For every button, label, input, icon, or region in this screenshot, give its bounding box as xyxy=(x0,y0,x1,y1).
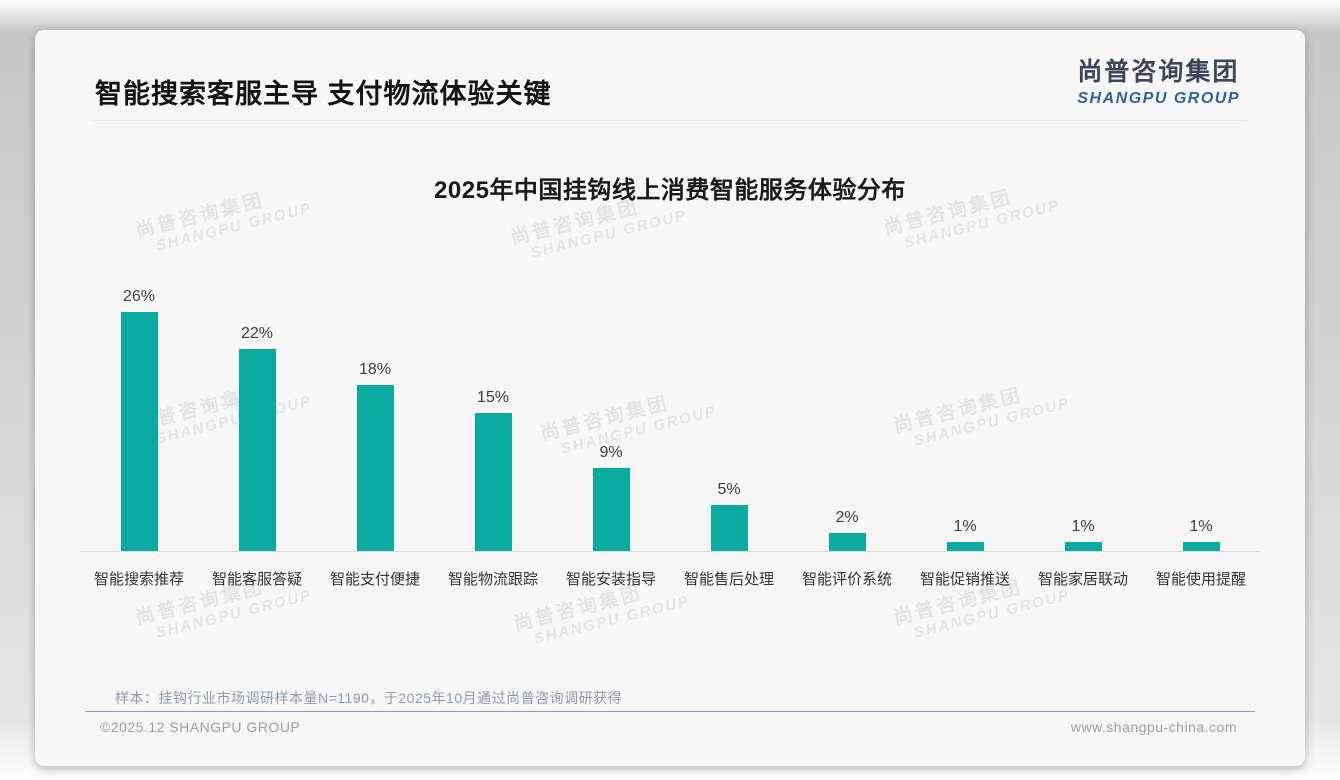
logo-cn-text: 尚普咨询集团 xyxy=(1077,58,1240,86)
watermark-en: SHANGPU GROUP xyxy=(154,199,314,255)
bar-column: 5% xyxy=(670,481,788,551)
category-label: 智能客服答疑 xyxy=(211,571,302,588)
watermark-en: SHANGPU GROUP xyxy=(532,592,692,648)
bar-column: 26% xyxy=(80,288,198,551)
slide-card: 尚普咨询集团 SHANGPU GROUP 尚普咨询集团 SHANGPU GROUP … xyxy=(35,30,1305,766)
bar-value-label: 5% xyxy=(717,481,741,498)
category-label: 智能搜索推荐 xyxy=(93,571,184,588)
bar-value-label: 1% xyxy=(1189,517,1213,535)
category-row: 智能搜索推荐 智能客服答疑 智能支付便捷 智能物流跟踪 智能安装指导 智能售后处理 智能评价… xyxy=(80,552,1260,589)
footer: ©2025.12 SHANGPU GROUP www.shangpu-china… xyxy=(100,719,1237,735)
bar-value-label: 9% xyxy=(599,444,623,462)
bar xyxy=(828,532,866,551)
bar xyxy=(946,541,984,551)
bar xyxy=(710,505,748,551)
sample-footnote: 样本：挂钩行业市场调研样本量N=1190，于2025年10月通过尚普咨询调研获得 xyxy=(115,690,623,706)
bar-column: 9% xyxy=(552,444,670,551)
bar-column: 2% xyxy=(788,509,906,551)
bar-value-label: 1% xyxy=(1071,517,1095,535)
watermark-en: SHANGPU GROUP xyxy=(529,206,689,262)
bar xyxy=(1064,541,1102,551)
bar-value-label: 18% xyxy=(358,361,392,379)
bar-column: 18% xyxy=(316,361,434,551)
bar xyxy=(238,348,276,551)
bar xyxy=(592,468,630,551)
bar-value-label: 26% xyxy=(122,287,156,305)
bar-chart: 26% 22% 18% 15% 9% 5% 2% 1% 1% 1% 智能搜索推荐 智能客服答疑 智能支… xyxy=(80,255,1260,589)
page-title: 智能搜索客服主导 支付物流体验关键 xyxy=(95,79,552,109)
category-label: 智能物流跟踪 xyxy=(447,571,538,588)
bar-column: 1% xyxy=(1024,518,1142,551)
bar xyxy=(1182,541,1220,551)
bar xyxy=(120,311,158,551)
bar-column: 22% xyxy=(198,325,316,551)
website-text: www.shangpu-china.com xyxy=(1070,719,1237,735)
category-label: 智能家居联动 xyxy=(1037,571,1128,588)
header-divider xyxy=(93,120,1247,121)
category-label: 智能售后处理 xyxy=(683,571,774,588)
watermark-en: SHANGPU GROUP xyxy=(154,586,314,642)
company-logo: 尚普咨询集团 SHANGPU GROUP xyxy=(1077,52,1240,108)
category-label: 智能促销推送 xyxy=(919,571,1010,588)
watermark-en: SHANGPU GROUP xyxy=(912,586,1072,642)
category-label: 智能支付便捷 xyxy=(329,571,420,588)
plot-area: 26% 22% 18% 15% 9% 5% 2% 1% 1% 1% xyxy=(80,255,1260,552)
bar-column: 15% xyxy=(434,389,552,551)
bar-column: 1% xyxy=(906,518,1024,551)
bar-column: 1% xyxy=(1142,518,1260,551)
bar-value-label: 22% xyxy=(240,324,274,342)
bar-value-label: 2% xyxy=(835,508,859,526)
copyright-text: ©2025.12 SHANGPU GROUP xyxy=(100,719,301,735)
logo-en-text: SHANGPU GROUP xyxy=(1077,90,1240,107)
bar-value-label: 15% xyxy=(476,389,510,406)
bar-value-label: 1% xyxy=(953,517,977,535)
category-label: 智能评价系统 xyxy=(801,571,892,588)
category-label: 智能安装指导 xyxy=(565,571,656,588)
category-label: 智能使用提醒 xyxy=(1155,571,1246,588)
chart-title: 2025年中国挂钩线上消费智能服务体验分布 xyxy=(434,177,906,204)
footer-divider xyxy=(85,711,1255,712)
bar xyxy=(474,413,512,551)
bar xyxy=(356,385,394,551)
